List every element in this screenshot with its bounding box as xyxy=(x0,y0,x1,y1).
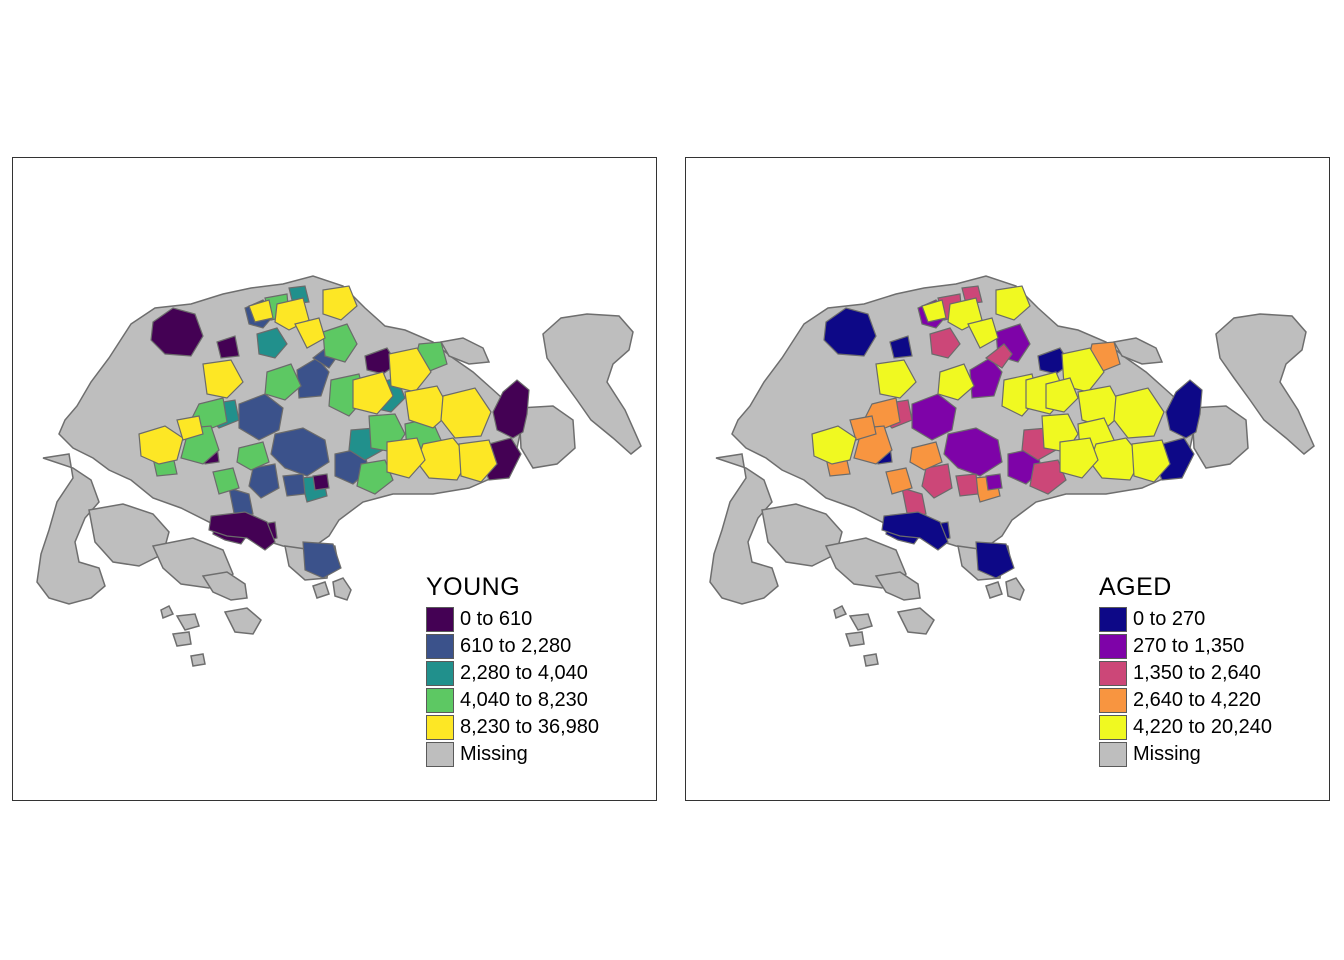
aged-bottom-regions xyxy=(881,511,1015,579)
young-region-fills xyxy=(138,285,530,575)
legend-swatch xyxy=(1099,715,1127,740)
legend-item: 2,640 to 4,220 xyxy=(1099,687,1324,714)
legend-item: 1,350 to 2,640 xyxy=(1099,660,1324,687)
young-bottom-regions xyxy=(208,511,342,579)
legend-swatch xyxy=(426,607,454,632)
legend-item: 270 to 1,350 xyxy=(1099,633,1324,660)
legend-swatch xyxy=(426,634,454,659)
aged-choropleth-map xyxy=(709,275,1315,667)
legend-label: 1,350 to 2,640 xyxy=(1133,662,1261,684)
legend-swatch xyxy=(1099,634,1127,659)
legend-item: 4,040 to 8,230 xyxy=(426,687,651,714)
young-choropleth-map xyxy=(36,275,642,667)
legend-item: Missing xyxy=(426,741,651,768)
legend-label: Missing xyxy=(460,743,528,765)
legend-item: 0 to 610 xyxy=(426,606,651,633)
legend-label: Missing xyxy=(1133,743,1201,765)
legend-label: 2,280 to 4,040 xyxy=(460,662,588,684)
legend-label: 610 to 2,280 xyxy=(460,635,572,657)
legend-item: 2,280 to 4,040 xyxy=(426,660,651,687)
aged-map-panel: AGED 0 to 270 270 to 1,350 1,350 to 2,64… xyxy=(685,157,1330,801)
legend-swatch xyxy=(426,688,454,713)
legend-item: 4,220 to 20,240 xyxy=(1099,714,1324,741)
legend-label: 0 to 270 xyxy=(1133,608,1206,630)
legend-label: 270 to 1,350 xyxy=(1133,635,1245,657)
legend-swatch xyxy=(426,715,454,740)
legend-label: 0 to 610 xyxy=(460,608,533,630)
legend-swatch xyxy=(1099,742,1127,767)
legend-title: AGED xyxy=(1099,573,1172,601)
legend-label: 2,640 to 4,220 xyxy=(1133,689,1261,711)
legend-swatch xyxy=(1099,688,1127,713)
legend-label: 4,040 to 8,230 xyxy=(460,689,588,711)
legend-label: 8,230 to 36,980 xyxy=(460,716,600,738)
legend-item: 0 to 270 xyxy=(1099,606,1324,633)
legend-item: Missing xyxy=(1099,741,1324,768)
legend-item: 610 to 2,280 xyxy=(426,633,651,660)
legend-swatch xyxy=(1099,661,1127,686)
legend-label: 4,220 to 20,240 xyxy=(1133,716,1273,738)
legend-swatch xyxy=(426,661,454,686)
legend-swatch xyxy=(1099,607,1127,632)
aged-legend: AGED 0 to 270 270 to 1,350 1,350 to 2,64… xyxy=(1099,572,1324,768)
young-map-panel: YOUNG 0 to 610 610 to 2,280 2,280 to 4,0… xyxy=(12,157,657,801)
legend-swatch xyxy=(426,742,454,767)
legend-title: YOUNG xyxy=(426,573,521,601)
young-legend: YOUNG 0 to 610 610 to 2,280 2,280 to 4,0… xyxy=(426,572,651,768)
legend-item: 8,230 to 36,980 xyxy=(426,714,651,741)
